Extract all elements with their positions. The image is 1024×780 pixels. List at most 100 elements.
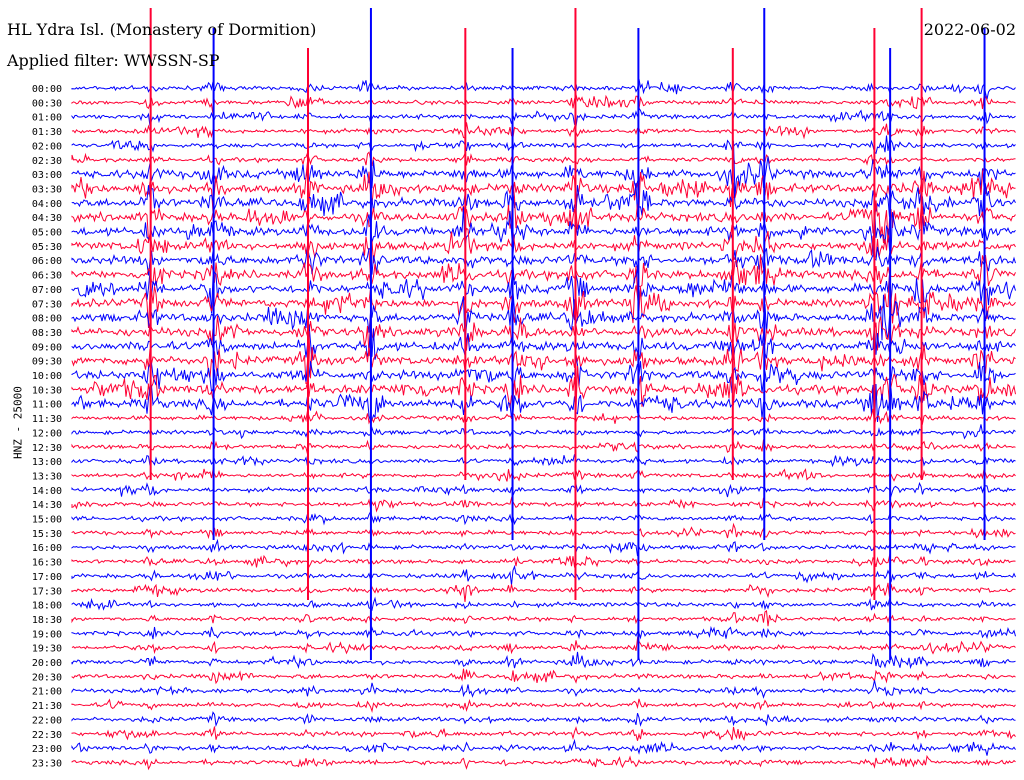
row-label: 05:00 [32,228,62,239]
row-label: 18:00 [32,601,62,612]
trace-line [71,454,1016,468]
row-label: 18:30 [32,615,62,626]
row-label: 06:00 [32,256,62,267]
row-label: 07:00 [32,285,62,296]
trace-line [71,356,1016,394]
trace-line [71,246,1016,276]
trace-line [71,738,1016,756]
row-label: 23:30 [32,758,62,769]
row-label: 12:00 [32,428,62,439]
row-label: 04:30 [32,213,62,224]
trace-line [71,522,1016,540]
row-label: 00:30 [32,98,62,109]
trace-line [71,467,1016,482]
trace-line [71,135,1016,155]
row-label: 01:00 [32,113,62,124]
trace-line [71,668,1016,685]
trace-line [71,481,1016,498]
trace-line [71,754,1016,771]
row-label: 17:30 [32,586,62,597]
trace-line [71,651,1016,670]
trace-line [71,680,1016,699]
trace-line [71,698,1016,714]
row-label: 14:30 [32,500,62,511]
row-label: 03:30 [32,184,62,195]
trace-line [71,636,1016,655]
row-label: 22:00 [32,715,62,726]
row-label: 19:30 [32,644,62,655]
station-title: HL Ydra Isl. (Monastery of Dormition) [7,20,317,39]
row-label: 16:30 [32,558,62,569]
trace-line [71,151,1016,167]
row-label: 07:30 [32,299,62,310]
row-label: 05:30 [32,242,62,253]
row-label: 15:30 [32,529,62,540]
row-label: 09:00 [32,342,62,353]
trace-line [71,92,1016,115]
row-label: 11:00 [32,400,62,411]
row-label: 03:00 [32,170,62,181]
row-label: 09:30 [32,357,62,368]
y-axis-label: HNZ - 25000 [11,386,25,459]
trace-line [71,625,1016,640]
trace-line [71,107,1016,129]
row-label: 20:30 [32,672,62,683]
trace-line [71,266,1016,321]
trace-line [71,319,1016,362]
trace-line [71,204,1016,255]
row-label: 19:00 [32,629,62,640]
trace-line [71,365,1016,412]
trace-line [71,383,1016,432]
trace-line [71,224,1016,277]
trace-line [71,538,1016,557]
row-label: 08:00 [32,314,62,325]
row-label: 15:00 [32,515,62,526]
trace-line [71,564,1016,586]
row-label: 14:00 [32,486,62,497]
row-label: 13:00 [32,457,62,468]
row-label: 11:30 [32,414,62,425]
trace-line [71,408,1016,426]
trace-line [71,726,1016,742]
trace-line [71,182,1016,244]
row-label: 12:30 [32,443,62,454]
row-label: 00:00 [32,84,62,95]
date-label: 2022-06-02 [923,20,1016,39]
trace-line [71,596,1016,612]
row-label: 21:30 [32,701,62,712]
trace-line [71,161,1016,213]
trace-line [71,182,1016,218]
row-label: 21:00 [32,687,62,698]
filter-label: Applied filter: WWSSN-SP [7,51,220,70]
trace-line [71,254,1016,294]
row-label: 08:30 [32,328,62,339]
row-label: 10:30 [32,385,62,396]
row-label: 22:30 [32,730,62,741]
trace-group [71,8,1016,771]
row-labels: 00:00 00:30 01:00 01:30 02:00 02:30 03:00 03:30… [32,84,62,769]
trace-line [71,439,1016,455]
row-label: 10:00 [32,371,62,382]
trace-line [71,510,1016,526]
trace-line [71,314,1016,357]
trace-line [71,424,1016,440]
trace-line [71,122,1016,140]
trace-line [71,582,1016,603]
trace-line [71,275,1016,329]
row-label: 13:30 [32,471,62,482]
trace-line [71,78,1016,100]
trace-line [71,711,1016,728]
row-label: 06:30 [32,271,62,282]
trace-line [71,553,1016,569]
row-label: 17:00 [32,572,62,583]
trace-line [71,331,1016,385]
row-label: 20:00 [32,658,62,669]
row-label: 02:30 [32,156,62,167]
trace-line [71,610,1016,627]
row-label: 04:00 [32,199,62,210]
row-label: 02:00 [32,141,62,152]
row-label: 16:00 [32,543,62,554]
trace-line [71,496,1016,513]
row-label: 01:30 [32,127,62,138]
